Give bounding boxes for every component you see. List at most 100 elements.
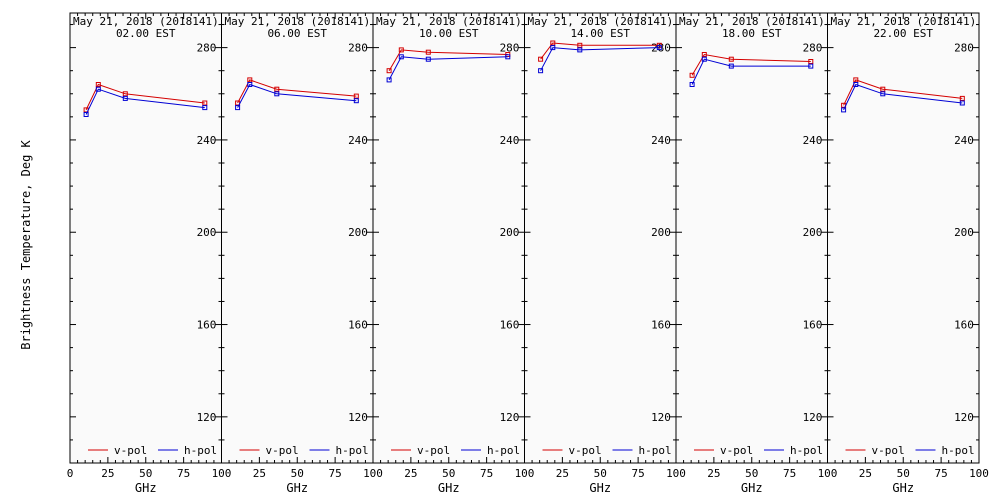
series-line-v-pol [691, 53, 811, 76]
panel-subtitle: 02.00 EST [116, 27, 176, 40]
y-tick-label: 200 [500, 226, 520, 239]
y-tick-label: 160 [500, 319, 520, 332]
panel-frame [524, 12, 677, 464]
panel-subtitle: 14.00 EST [570, 27, 630, 40]
data-point [425, 56, 431, 62]
data-point [701, 56, 707, 62]
data-point [353, 93, 359, 99]
x-tick-label: 0 [67, 467, 74, 480]
series-line-h-pol [691, 58, 811, 85]
data-point [425, 49, 431, 55]
x-tick-label: 50 [897, 467, 910, 480]
y-tick-label: 200 [197, 226, 217, 239]
legend-label: v-pol [114, 444, 147, 457]
series-line-h-pol [237, 83, 357, 108]
data-point [577, 47, 583, 53]
data-point [689, 72, 695, 78]
panel-frame [827, 12, 980, 464]
x-tick-label: 50 [442, 467, 455, 480]
panel-subtitle: 22.00 EST [873, 27, 933, 40]
x-axis-label: GHz [892, 481, 914, 495]
x-tick-label: 100 [818, 467, 838, 480]
x-axis-label: GHz [438, 481, 460, 495]
y-tick-label: 120 [348, 411, 368, 424]
y-tick-label: 280 [803, 42, 823, 55]
data-point [853, 77, 859, 83]
y-tick-label: 120 [803, 411, 823, 424]
x-tick-label: 50 [139, 467, 152, 480]
legend-label: h-pol [639, 444, 672, 457]
data-point [398, 54, 404, 60]
x-tick-label: 75 [480, 467, 493, 480]
panel-title: May 21, 2018 (2018141) [376, 15, 522, 28]
x-axis-label: GHz [589, 481, 611, 495]
data-point [538, 56, 544, 62]
x-tick-label: 50 [291, 467, 304, 480]
y-tick-label: 240 [803, 134, 823, 147]
data-point [959, 95, 965, 101]
data-point [95, 82, 101, 87]
panel-title: May 21, 2018 (2018141) [679, 15, 825, 28]
x-tick-label: 100 [212, 467, 232, 480]
data-point [689, 82, 695, 87]
data-point [853, 82, 859, 87]
panel-frame [69, 12, 222, 464]
series-line-h-pol [388, 56, 508, 81]
x-tick-label: 25 [859, 467, 872, 480]
y-tick-label: 120 [651, 411, 671, 424]
panel-subtitle: 10.00 EST [419, 27, 479, 40]
x-tick-label: 25 [253, 467, 266, 480]
y-axis-label: Brightness Temperature, Deg K [19, 139, 33, 349]
x-tick-label: 75 [177, 467, 190, 480]
data-point [656, 45, 662, 51]
data-point [83, 112, 89, 117]
series-line-h-pol [85, 88, 205, 115]
data-point [386, 68, 392, 74]
panel-subtitle: 06.00 EST [267, 27, 327, 40]
data-point [235, 105, 241, 111]
series-line-v-pol [237, 79, 357, 104]
legend-label: h-pol [184, 444, 217, 457]
data-point [398, 47, 404, 53]
data-point [841, 107, 847, 113]
y-tick-label: 280 [500, 42, 520, 55]
data-point [353, 98, 359, 104]
y-tick-label: 240 [197, 134, 217, 147]
data-point [701, 52, 707, 57]
x-tick-label: 25 [707, 467, 720, 480]
x-axis-label: GHz [286, 481, 308, 495]
panel-title: May 21, 2018 (2018141) [225, 15, 371, 28]
y-tick-label: 160 [197, 319, 217, 332]
series-line-h-pol [843, 83, 963, 111]
series-line-v-pol [85, 83, 205, 111]
data-point [808, 59, 814, 64]
panel-title: May 21, 2018 (2018141) [831, 15, 977, 28]
legend-label: v-pol [266, 444, 299, 457]
legend-label: h-pol [942, 444, 975, 457]
y-tick-label: 160 [651, 319, 671, 332]
data-point [247, 82, 253, 87]
x-tick-label: 75 [329, 467, 342, 480]
y-tick-label: 200 [348, 226, 368, 239]
data-point [247, 77, 253, 83]
data-point [959, 100, 965, 106]
y-tick-label: 160 [803, 319, 823, 332]
y-tick-label: 280 [954, 42, 974, 55]
data-point [274, 91, 280, 97]
x-tick-label: 100 [666, 467, 686, 480]
y-tick-label: 240 [348, 134, 368, 147]
data-point [808, 63, 814, 69]
x-tick-label: 75 [632, 467, 645, 480]
data-point [202, 100, 208, 106]
legend-label: v-pol [417, 444, 450, 457]
panel-frame [675, 12, 828, 464]
legend-label: h-pol [336, 444, 369, 457]
x-tick-label: 50 [745, 467, 758, 480]
data-point [122, 91, 128, 97]
data-point [550, 45, 556, 51]
data-point [728, 56, 734, 62]
legend-label: v-pol [720, 444, 753, 457]
x-tick-label: 100 [515, 467, 535, 480]
y-tick-label: 120 [500, 411, 520, 424]
